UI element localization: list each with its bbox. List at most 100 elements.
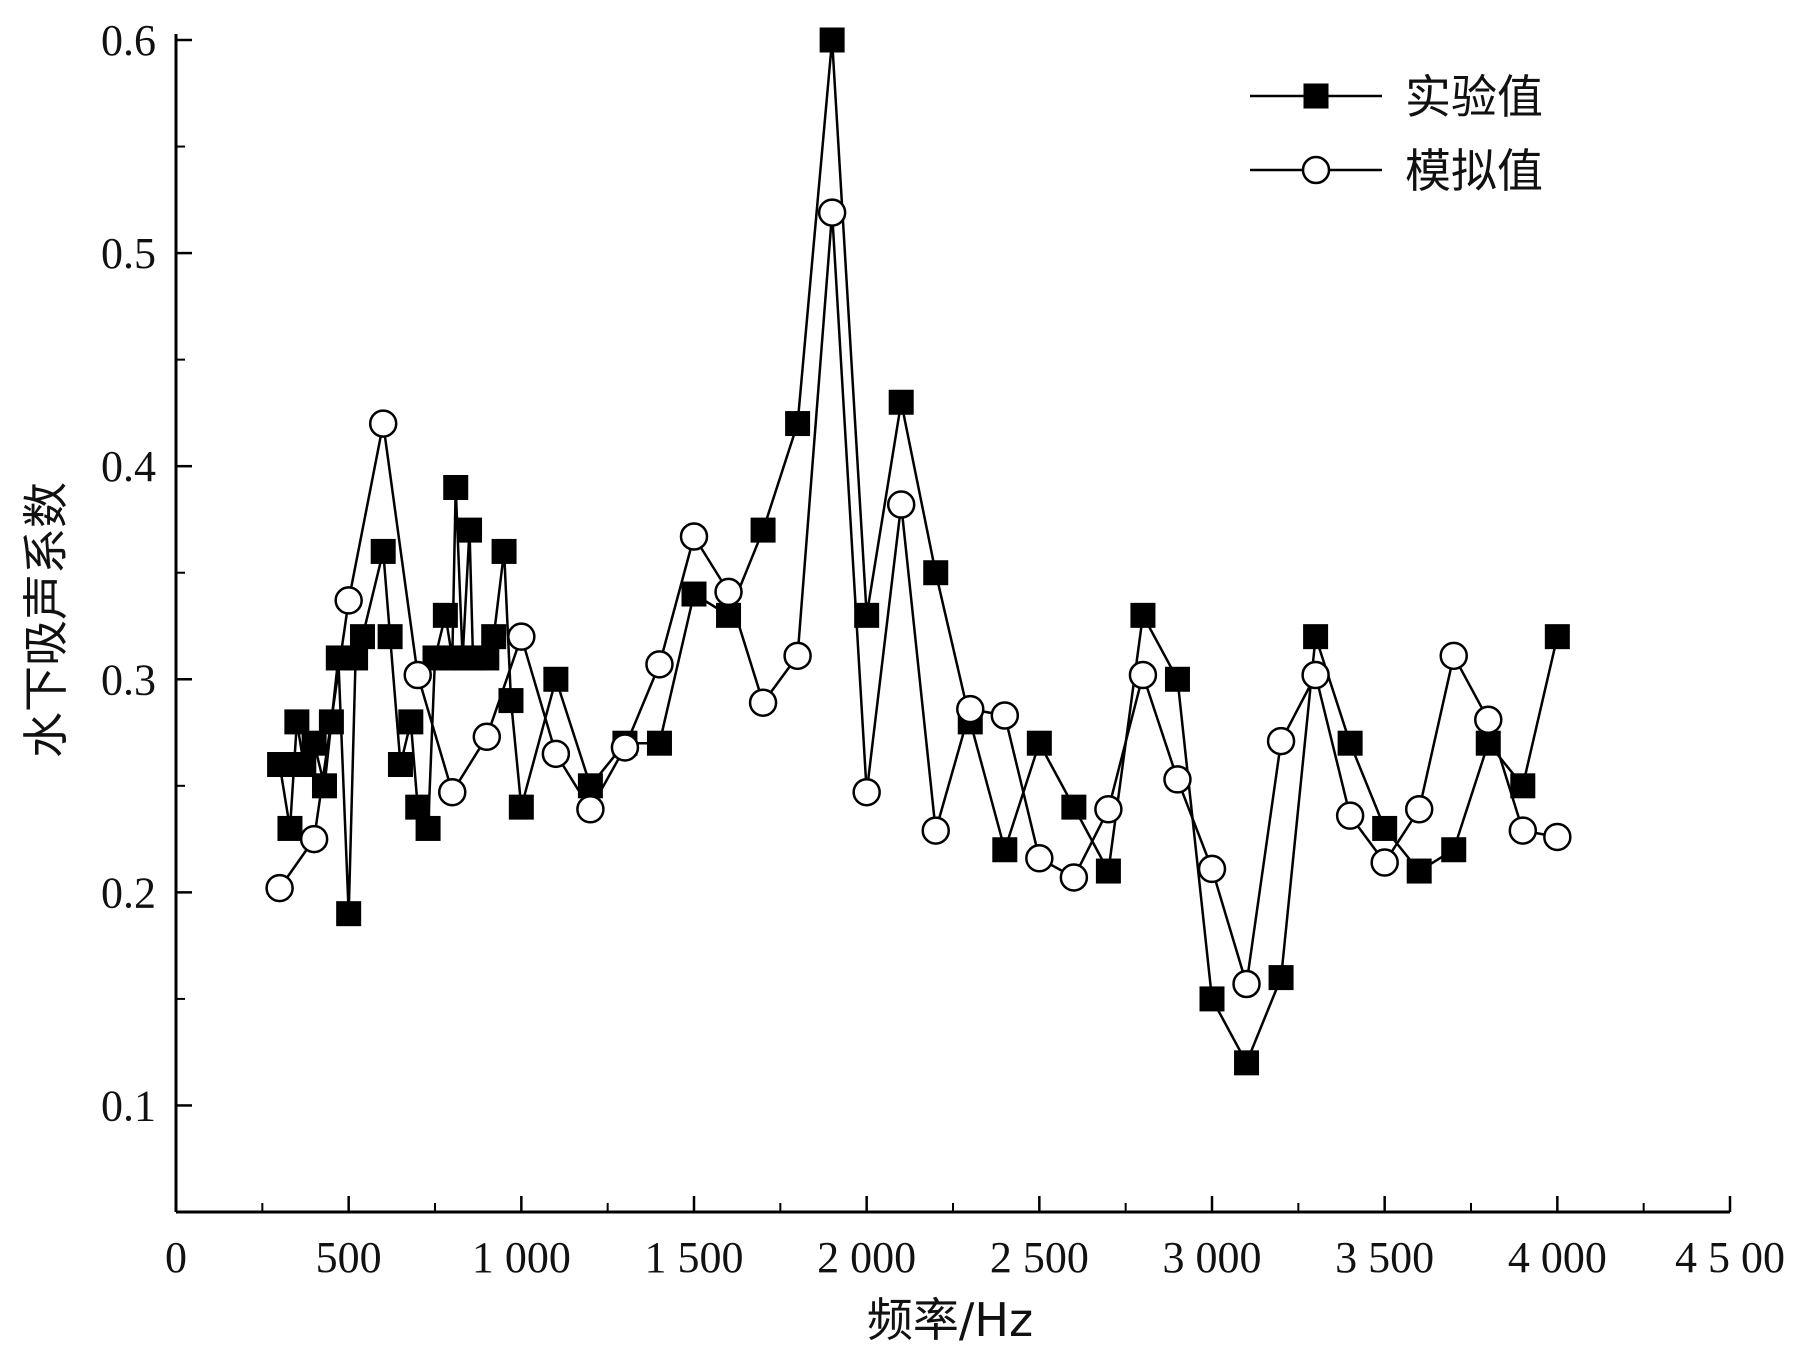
data-point [299,824,329,854]
data-point [783,641,812,671]
x-axis-title: 频率/Hz [867,1293,1033,1347]
data-point [645,650,674,679]
data-point [819,27,845,53]
y-tick-label: 0.1 [101,1081,156,1130]
x-tick-label: 3 500 [1335,1233,1434,1282]
series-2 [265,198,1572,999]
data-point [267,752,293,778]
data-point [284,709,310,735]
data-point [291,752,317,778]
data-point [398,709,424,735]
series-line [278,38,1559,1065]
data-point [1544,624,1570,650]
legend-item: 模拟值 [1250,144,1543,198]
data-point [1301,660,1330,690]
data-point [415,815,441,841]
data-point [990,701,1020,730]
data-point [507,622,536,651]
data-point [1439,641,1468,671]
series-layer [265,27,1572,1076]
x-tick-label: 2 500 [990,1233,1089,1282]
data-point [854,602,880,628]
data-point [301,730,327,756]
data-point [1232,969,1261,999]
data-point [1441,837,1467,863]
data-point [1335,801,1365,830]
data-point [543,666,569,692]
data-point [886,490,916,519]
data-point [1164,666,1190,692]
data-point [387,752,413,778]
data-point [336,901,362,927]
data-point [432,602,458,628]
data-point [1199,986,1225,1012]
data-point [403,660,432,690]
y-axis-title: 水下吸声系数 [19,482,73,758]
data-point [1095,858,1121,884]
data-point [541,739,571,769]
data-point [852,777,881,807]
data-point [1370,848,1399,877]
data-point [474,645,500,671]
data-point [1234,1050,1260,1076]
data-point [1128,660,1158,690]
data-point [1543,822,1572,852]
data-point [1059,863,1089,892]
data-point [1372,815,1398,841]
data-point [1268,965,1294,991]
data-point [646,730,672,756]
x-tick-label: 0 [165,1233,187,1282]
data-point [443,474,469,500]
data-point [1337,730,1363,756]
data-point [1163,765,1192,794]
data-point [817,198,847,227]
data-point [457,517,483,543]
data-point [714,577,743,607]
data-point [349,624,375,650]
data-point [377,624,403,650]
series-1 [267,27,1570,1076]
data-point [1061,794,1087,820]
data-point [750,517,776,543]
y-tick-label: 0.5 [101,229,156,278]
y-tick-label: 0.6 [101,16,156,65]
data-point [1130,602,1156,628]
data-point [681,581,707,607]
y-tick-label: 0.2 [101,868,156,917]
x-tick-label: 4 000 [1508,1233,1607,1282]
data-point [923,560,949,586]
data-point [265,873,294,903]
data-point [1406,858,1432,884]
data-point [368,409,398,438]
data-point [1026,730,1052,756]
legend-marker [1303,83,1329,109]
legend-label: 实验值 [1405,70,1543,124]
data-point [1474,705,1503,735]
data-point [1266,726,1296,756]
x-tick-label: 1 500 [645,1233,744,1282]
data-point [679,522,709,551]
data-point [1197,854,1227,884]
axes: 0 500 1 000 1 500 2 000 2 500 3 000 3 500 4 000 4… [101,16,1785,1282]
data-point [491,538,517,564]
data-point [481,624,507,650]
data-point [438,777,467,807]
data-point [921,816,950,845]
data-point [1510,773,1536,799]
data-point [992,837,1018,863]
data-point [1094,795,1123,824]
data-point [1404,795,1434,824]
data-point [576,795,605,824]
data-point [1508,816,1538,845]
x-tick-label: 3 000 [1163,1233,1262,1282]
x-tick-label: 4 5 00 [1675,1233,1785,1282]
legend-label: 模拟值 [1405,144,1543,198]
data-point [956,694,985,724]
y-tick-label: 0.3 [101,655,156,704]
data-point [785,411,811,437]
data-point [1303,624,1329,650]
data-point [888,389,914,415]
data-point [1025,844,1054,873]
